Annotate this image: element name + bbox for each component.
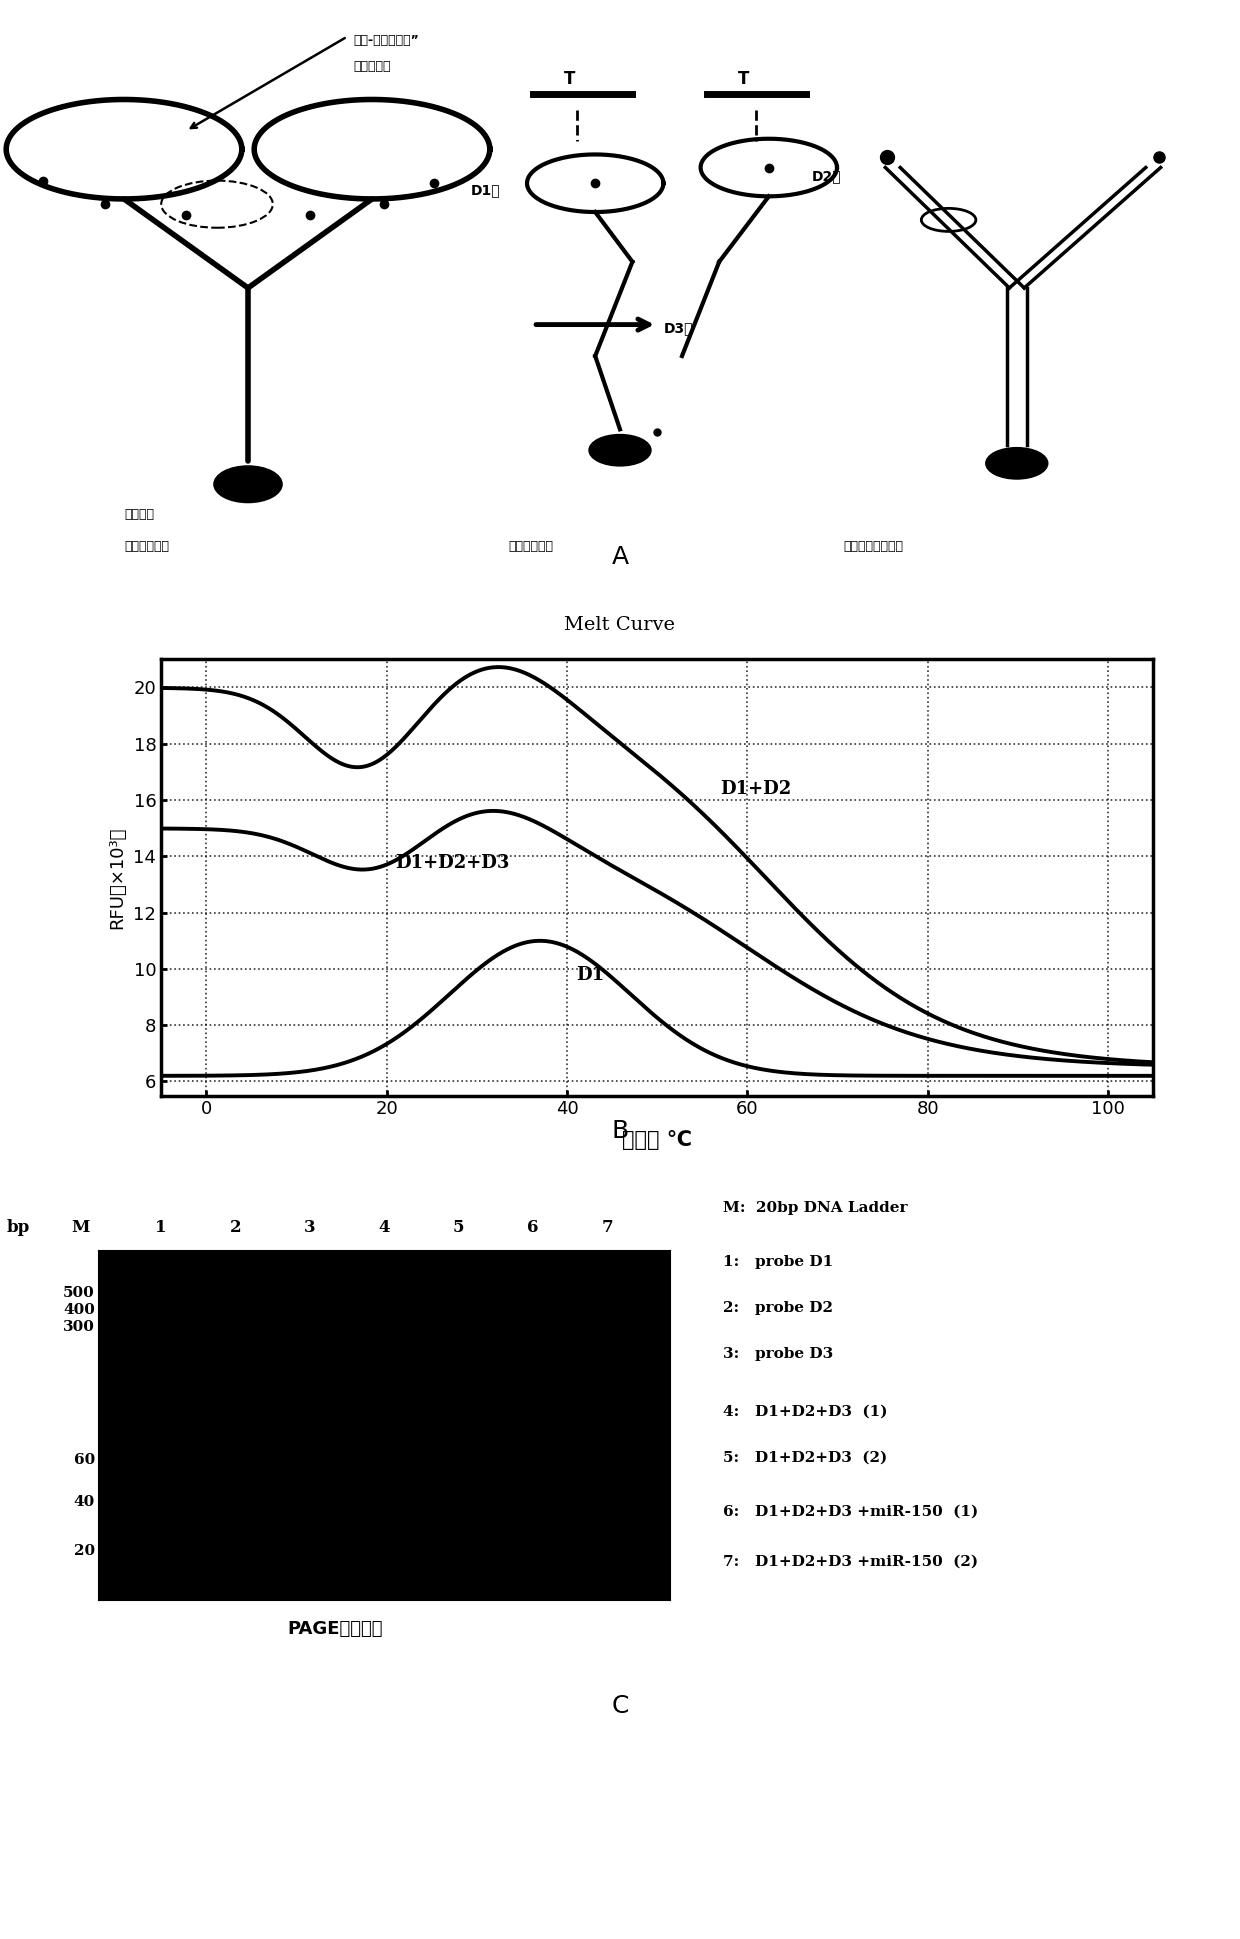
- Text: D1锁: D1锁: [471, 182, 501, 196]
- Text: 6:   D1+D2+D3 +miR-150  (1): 6: D1+D2+D3 +miR-150 (1): [723, 1505, 978, 1518]
- Ellipse shape: [589, 434, 651, 465]
- Text: 退火杂交打开状态: 退火杂交打开状态: [843, 539, 903, 553]
- Text: 1: 1: [155, 1220, 167, 1235]
- Text: 40: 40: [73, 1495, 94, 1509]
- Text: bp: bp: [7, 1220, 30, 1235]
- Text: D2锁: D2锁: [812, 169, 842, 184]
- Text: D1+D2+D3: D1+D2+D3: [396, 853, 510, 871]
- Text: 5:   D1+D2+D3  (2): 5: D1+D2+D3 (2): [723, 1450, 887, 1466]
- Text: 300: 300: [63, 1320, 94, 1334]
- Text: 3: 3: [304, 1220, 316, 1235]
- Y-axis label: RFU（×10³）: RFU（×10³）: [109, 826, 126, 929]
- Text: 2:   probe D2: 2: probe D2: [723, 1301, 833, 1315]
- Text: A: A: [611, 545, 629, 570]
- Text: 2: 2: [229, 1220, 242, 1235]
- Ellipse shape: [986, 448, 1048, 479]
- Text: 20: 20: [73, 1543, 94, 1557]
- Text: T: T: [738, 70, 749, 87]
- Text: Melt Curve: Melt Curve: [564, 617, 676, 634]
- Text: 纳米磁珠: 纳米磁珠: [124, 508, 154, 522]
- Text: 7: 7: [601, 1220, 614, 1235]
- Text: 4:   D1+D2+D3  (1): 4: D1+D2+D3 (1): [723, 1406, 888, 1419]
- Text: PAGE凝胶电泳: PAGE凝胶电泳: [286, 1619, 383, 1638]
- Text: T: T: [564, 70, 575, 87]
- X-axis label: 温度， ℃: 温度， ℃: [622, 1130, 692, 1150]
- Text: M:  20bp DNA Ladder: M: 20bp DNA Ladder: [723, 1200, 908, 1216]
- Text: D1+D2: D1+D2: [720, 779, 791, 799]
- Ellipse shape: [215, 465, 283, 502]
- Text: D3锁: D3锁: [663, 322, 693, 335]
- Text: 茎部端节点: 茎部端节点: [353, 60, 391, 74]
- Text: 1:   probe D1: 1: probe D1: [723, 1255, 833, 1268]
- Text: M: M: [72, 1220, 89, 1235]
- Text: C: C: [611, 1695, 629, 1718]
- Text: 5: 5: [453, 1220, 465, 1235]
- Text: 400: 400: [63, 1303, 94, 1317]
- Text: 6: 6: [527, 1220, 539, 1235]
- Text: B: B: [611, 1119, 629, 1144]
- Text: D1: D1: [577, 966, 604, 985]
- Text: 4: 4: [378, 1220, 391, 1235]
- Text: 3:   probe D3: 3: probe D3: [723, 1348, 833, 1361]
- Text: 常温稳定状态: 常温稳定状态: [124, 539, 169, 553]
- Text: 7:   D1+D2+D3 +miR-150  (2): 7: D1+D2+D3 +miR-150 (2): [723, 1555, 978, 1569]
- Text: 药光-淣灯分子对”: 药光-淣灯分子对”: [353, 35, 419, 47]
- Text: 500: 500: [63, 1286, 94, 1299]
- Text: 60: 60: [73, 1452, 94, 1468]
- Text: 高温解锁状态: 高温解锁状态: [508, 539, 553, 553]
